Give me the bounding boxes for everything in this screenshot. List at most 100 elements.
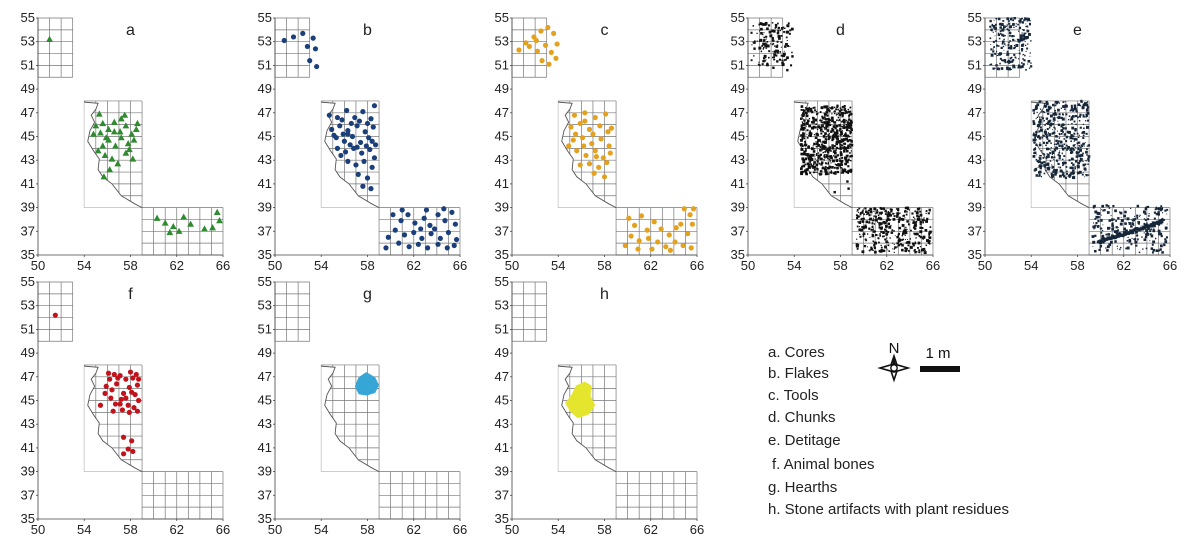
data-point [845, 119, 848, 122]
data-point [996, 67, 1000, 70]
data-point [765, 38, 767, 40]
y-tick-label: 49 [258, 345, 272, 360]
data-point [780, 46, 782, 48]
data-point [894, 213, 896, 215]
marks-e [989, 16, 1169, 254]
data-point [993, 24, 996, 28]
data-point [1124, 222, 1127, 225]
data-point [1161, 251, 1164, 254]
data-point [779, 51, 782, 53]
data-point [1158, 207, 1161, 211]
data-point [1147, 227, 1150, 231]
data-point [806, 112, 808, 114]
x-tick-label: 54 [1024, 258, 1038, 273]
data-point [1058, 151, 1061, 154]
data-point [838, 124, 841, 127]
data-point [590, 131, 596, 137]
data-point [847, 144, 850, 147]
data-point [1068, 174, 1072, 177]
data-point [1063, 133, 1066, 136]
data-point [860, 218, 863, 220]
data-point [1084, 168, 1087, 171]
data-point [827, 137, 830, 141]
data-point [125, 446, 131, 452]
data-point [999, 26, 1002, 29]
data-point [866, 212, 870, 215]
data-point [884, 210, 887, 212]
data-point [840, 153, 842, 155]
data-point [850, 154, 853, 158]
data-point [1028, 32, 1031, 36]
data-point [1145, 206, 1148, 209]
data-point [1070, 157, 1074, 161]
data-point [1062, 127, 1065, 130]
data-point [435, 212, 441, 218]
data-point [1076, 159, 1078, 161]
x-tick-label: 66 [216, 258, 230, 273]
data-point [761, 23, 765, 26]
y-tick-label: 49 [495, 345, 509, 360]
x-tick-label: 58 [360, 522, 374, 537]
data-point [1094, 249, 1097, 253]
data-point [383, 245, 389, 251]
data-point [845, 128, 849, 132]
data-point [829, 171, 832, 174]
data-point [421, 215, 427, 221]
data-point [110, 118, 118, 125]
data-point [1064, 127, 1067, 130]
data-point [820, 132, 823, 135]
data-point [1076, 164, 1080, 168]
data-point [1022, 58, 1024, 60]
x-tick-label: 58 [360, 258, 374, 273]
data-point [893, 243, 895, 245]
data-point [814, 156, 816, 158]
y-tick-label: 47 [21, 369, 35, 384]
data-point [887, 231, 890, 234]
data-point [850, 143, 854, 147]
data-point [1083, 145, 1085, 147]
data-point [338, 152, 344, 159]
y-tick-label: 47 [968, 105, 982, 120]
data-point [1077, 148, 1080, 151]
data-point [1014, 46, 1016, 49]
data-point [356, 118, 363, 124]
data-point [883, 235, 885, 237]
data-point [839, 133, 842, 136]
data-point [1037, 134, 1040, 138]
data-point [526, 43, 532, 50]
data-point [1134, 230, 1138, 234]
data-point [910, 229, 912, 232]
data-point [1051, 150, 1055, 154]
data-point [1056, 117, 1058, 119]
data-point [775, 52, 777, 54]
data-point [897, 218, 899, 220]
data-point [858, 221, 862, 224]
data-point [870, 228, 873, 231]
data-point [996, 55, 997, 57]
data-point [838, 148, 841, 150]
data-point [1022, 34, 1026, 37]
data-point [996, 44, 999, 47]
data-point [392, 227, 398, 233]
data-point [808, 117, 811, 120]
data-point [1082, 115, 1085, 118]
data-point [776, 44, 779, 47]
data-point [915, 232, 919, 236]
data-point [831, 113, 833, 115]
data-point [1164, 238, 1167, 241]
data-point [1047, 112, 1050, 115]
data-point [1079, 104, 1082, 107]
data-point [444, 245, 450, 251]
data-point [802, 126, 806, 130]
data-point [1023, 35, 1027, 39]
data-point [1043, 161, 1046, 164]
data-point [989, 64, 991, 66]
data-point [1062, 163, 1065, 166]
data-point [844, 157, 848, 160]
data-point [1108, 243, 1111, 247]
data-point [825, 114, 827, 116]
data-point [1082, 114, 1085, 117]
data-point [451, 242, 457, 249]
data-point [1042, 141, 1046, 144]
